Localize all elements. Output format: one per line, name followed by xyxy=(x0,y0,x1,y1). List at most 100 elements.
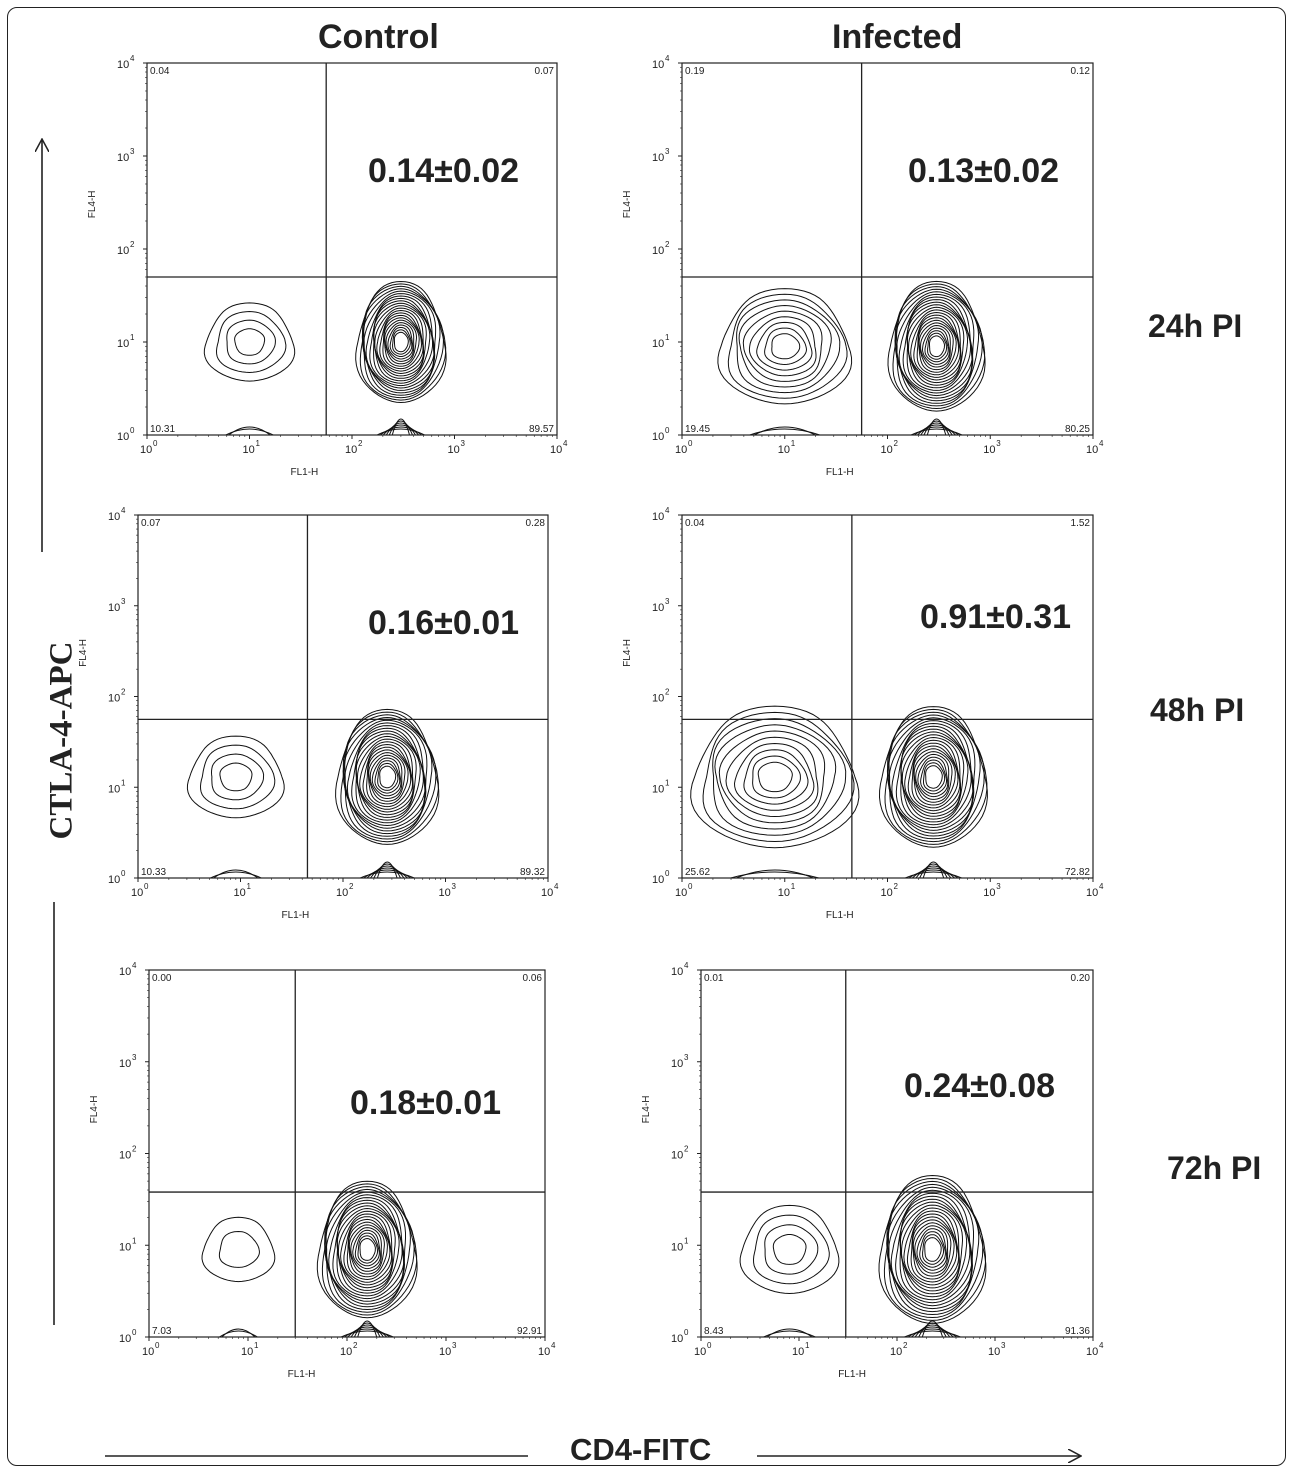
y-tick-label: 10 xyxy=(108,693,120,705)
contour-line xyxy=(915,865,952,879)
y-tick-exponent: 0 xyxy=(130,426,135,435)
contour-line xyxy=(908,869,959,879)
quadrant-lower-left: 25.62 xyxy=(685,867,710,878)
contour-group xyxy=(690,705,988,879)
y-tick-label: 10 xyxy=(652,245,664,257)
contour-line xyxy=(738,304,832,388)
quadrant-upper-right: 0.12 xyxy=(1071,66,1091,77)
panel-6: 100101102103104100101102103104FL1-HFL4-H… xyxy=(641,961,1104,1380)
plot-frame xyxy=(681,62,1094,436)
contour-line xyxy=(365,295,436,389)
contour-line xyxy=(373,863,401,879)
y-tick-label: 10 xyxy=(652,152,664,164)
contour-line xyxy=(916,1228,948,1271)
contour-line xyxy=(379,312,424,372)
contour-line xyxy=(749,428,820,436)
y-tick-label: 10 xyxy=(652,338,664,350)
y-tick-exponent: 4 xyxy=(665,54,670,63)
x-tick-label: 10 xyxy=(983,444,995,456)
contour-line xyxy=(388,420,413,436)
x-axis-title: CD4-FITC xyxy=(570,1432,712,1467)
quadrant-lower-right: 91.36 xyxy=(1065,1326,1090,1337)
contour-line xyxy=(904,739,962,815)
contour-line xyxy=(385,422,416,436)
contour-line xyxy=(752,755,801,799)
contour-line xyxy=(379,765,397,789)
plot-frame xyxy=(146,62,558,436)
contour-line xyxy=(913,314,961,378)
x-tick-exponent: 0 xyxy=(688,439,693,448)
quadrant-lower-right: 80.25 xyxy=(1065,424,1090,435)
x-tick-label: 10 xyxy=(983,887,995,899)
x-tick-label: 10 xyxy=(538,1346,550,1358)
y-tick-exponent: 1 xyxy=(130,333,135,342)
contour-line xyxy=(895,293,973,399)
contour-line xyxy=(920,422,953,436)
contour-line xyxy=(919,863,948,879)
contour-line xyxy=(906,1213,960,1286)
contour-line xyxy=(901,736,961,817)
contour-line xyxy=(373,305,427,379)
contour-line xyxy=(766,1328,813,1338)
contour-line xyxy=(351,727,427,827)
contour-line xyxy=(376,309,425,375)
upper-right-mean-annotation: 0.18±0.01 xyxy=(350,1084,501,1122)
y-tick-exponent: 1 xyxy=(665,778,670,787)
contour-line xyxy=(385,322,415,362)
contour-line xyxy=(374,760,401,794)
x-tick-label: 10 xyxy=(541,887,553,899)
x-tick-exponent: 2 xyxy=(903,1341,908,1350)
contour-line xyxy=(718,730,826,824)
y-tick-exponent: 2 xyxy=(684,1145,689,1154)
x-tick-label: 10 xyxy=(336,887,348,899)
contour-line xyxy=(894,291,975,402)
contour-line xyxy=(359,741,414,813)
y-axis-label: FL4-H xyxy=(87,190,98,218)
contour-group xyxy=(201,1180,418,1338)
contour-line xyxy=(387,324,414,360)
x-tick-exponent: 4 xyxy=(1099,1341,1104,1350)
contour-line xyxy=(712,718,847,836)
contour-line xyxy=(362,743,414,810)
x-tick-label: 10 xyxy=(881,444,893,456)
contour-line xyxy=(913,751,953,803)
contour-line xyxy=(752,1214,830,1285)
y-tick-label: 10 xyxy=(117,431,129,443)
contour-line xyxy=(382,424,419,436)
figure-frame xyxy=(7,7,1286,1466)
contour-line xyxy=(335,708,440,845)
y-tick-exponent: 3 xyxy=(665,597,670,606)
contour-line xyxy=(325,1194,405,1305)
x-axis-label: FL1-H xyxy=(288,1369,316,1380)
y-tick-label: 10 xyxy=(671,966,683,978)
contour-line xyxy=(903,1210,960,1289)
y-tick-label: 10 xyxy=(652,511,664,523)
contour-line xyxy=(888,720,974,834)
contour-line xyxy=(920,324,951,368)
contour-line xyxy=(764,1224,819,1275)
contour-line xyxy=(763,1330,816,1338)
plot-frame xyxy=(148,969,546,1338)
contour-line xyxy=(370,865,405,879)
x-tick-label: 10 xyxy=(340,1346,352,1358)
y-axis-label: FL4-H xyxy=(78,639,89,667)
x-tick-label: 10 xyxy=(675,887,687,899)
contour-line xyxy=(730,871,820,879)
contour-line xyxy=(725,736,819,818)
panel-2: 100101102103104100101102103104FL1-HFL4-H… xyxy=(622,54,1104,478)
contour-line xyxy=(743,749,809,805)
contour-line xyxy=(343,1216,393,1283)
contour-line xyxy=(355,735,417,818)
contour-line xyxy=(895,725,974,829)
y-tick-exponent: 2 xyxy=(132,1145,137,1154)
contour-line xyxy=(891,722,975,831)
x-tick-exponent: 2 xyxy=(358,439,363,448)
contour-line xyxy=(348,1224,385,1275)
contour-line xyxy=(922,861,945,879)
y-tick-exponent: 4 xyxy=(132,961,137,970)
contour-line xyxy=(912,867,955,879)
x-tick-exponent: 0 xyxy=(155,1341,160,1350)
contour-line xyxy=(912,1222,952,1277)
contour-line xyxy=(878,1174,987,1324)
y-tick-label: 10 xyxy=(117,59,129,71)
